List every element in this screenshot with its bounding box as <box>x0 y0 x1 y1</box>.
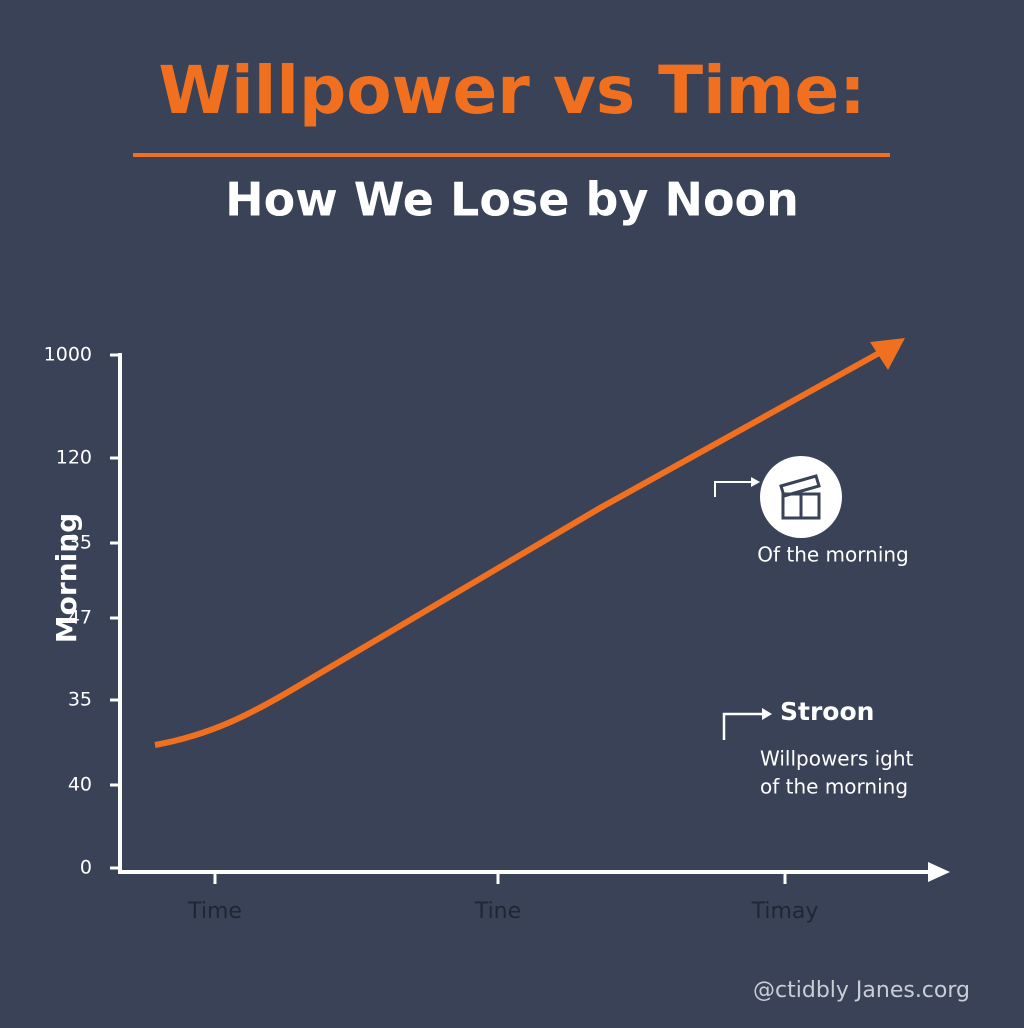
axes: Morning 1000 120 35 47 35 40 0 Time Tine Timay <box>44 344 950 924</box>
trend-line <box>154 344 892 748</box>
subtitle: How We Lose by Noon <box>225 173 799 227</box>
annotation-line: of the morning <box>760 775 908 799</box>
x-tick-label: Timay <box>751 899 819 924</box>
title: Willpower vs Time: <box>158 52 865 129</box>
y-tick-label: 35 <box>68 532 92 554</box>
annotation-title: Stroon <box>780 697 874 726</box>
trend-arrow <box>870 338 905 370</box>
y-tick-label: 1000 <box>44 344 92 366</box>
y-tick-label: 35 <box>68 689 92 711</box>
y-tick-label: 40 <box>68 774 92 796</box>
y-tick-label: 0 <box>80 857 92 879</box>
y-axis-label: Morning <box>50 513 83 643</box>
pointer-head <box>762 708 772 720</box>
x-tick-label: Time <box>187 899 242 924</box>
y-tick-label: 120 <box>56 447 92 469</box>
credit: @ctidbly Janes.corg <box>753 978 970 1003</box>
y-tick-label: 47 <box>68 607 92 629</box>
x-tick-label: Tine <box>474 899 521 924</box>
annotation-label: Of the morning <box>757 543 909 567</box>
pointer <box>722 712 766 740</box>
icon <box>779 474 821 520</box>
annotation-line: Willpowers ight <box>760 747 914 771</box>
x-axis-arrow <box>928 862 950 882</box>
pointer-head <box>751 477 760 487</box>
pointer <box>714 481 752 497</box>
